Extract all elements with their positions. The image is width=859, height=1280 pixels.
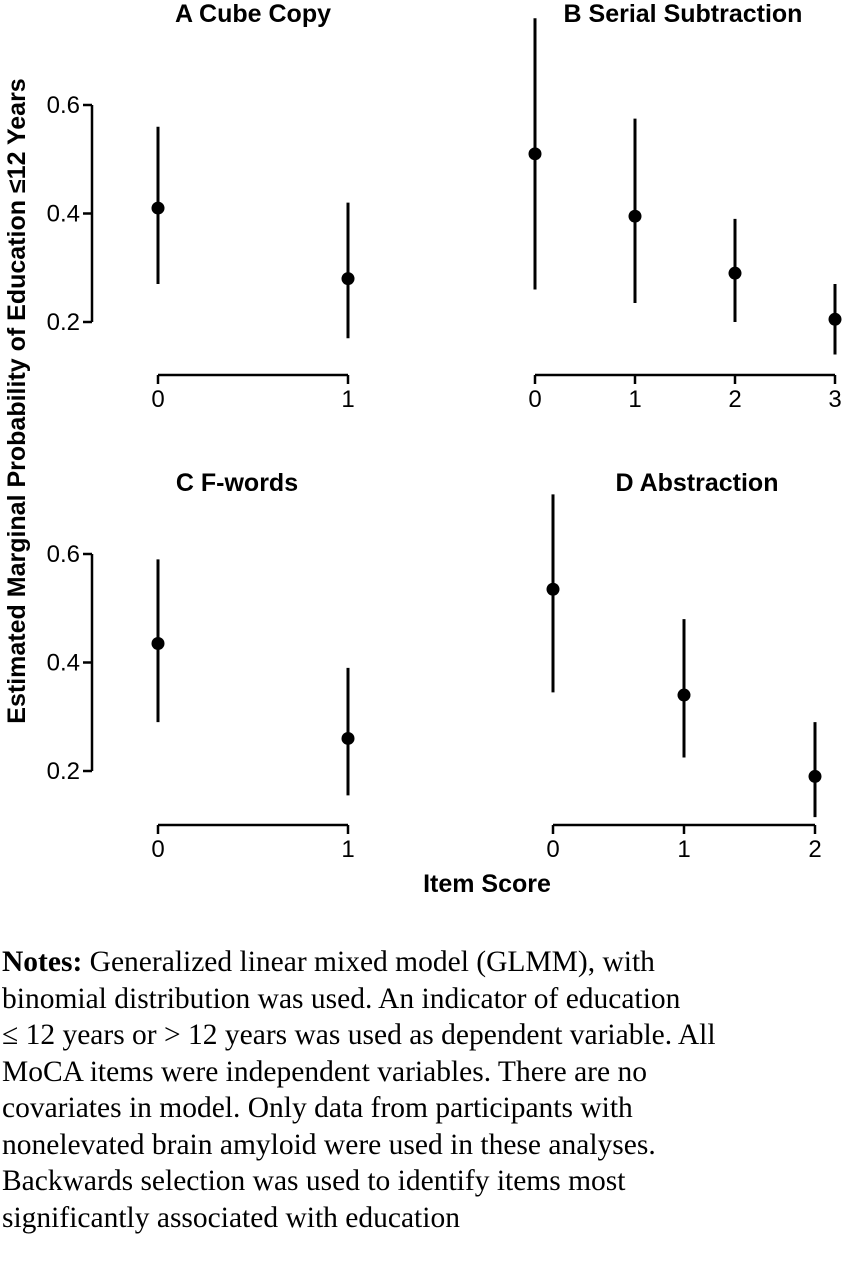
x-tick-label: 2 <box>728 386 741 413</box>
data-point <box>728 266 742 280</box>
data-point <box>151 637 165 651</box>
x-tick-label: 1 <box>341 836 354 863</box>
notes-line-2: binomial distribution was used. An indic… <box>2 982 681 1015</box>
x-tick-label: 0 <box>151 386 164 413</box>
data-point <box>628 209 642 223</box>
x-tick-label: 0 <box>546 836 559 863</box>
notes-line-8: significantly associated with education <box>2 1201 460 1234</box>
panel-b: B Serial Subtraction 0 1 2 3 <box>528 0 841 413</box>
notes-line-5: covariates in model. Only data from part… <box>2 1092 633 1124</box>
x-tick-label: 0 <box>151 836 164 863</box>
notes-line-3: ≤ 12 years or > 12 years was used as dep… <box>2 1019 716 1051</box>
x-tick-label: 3 <box>828 386 841 413</box>
x-tick-label: 0 <box>528 386 541 413</box>
y-axis-title: Estimated Marginal Probability of Educat… <box>3 78 31 723</box>
panel-d: D Abstraction 0 1 2 <box>546 469 821 863</box>
x-tick-label: 1 <box>341 386 354 413</box>
panels: A Cube Copy 0 1 0.2 0.4 0.6 B Serial Subtracti… <box>47 0 842 863</box>
data-point <box>151 201 165 215</box>
panel-title: B Serial Subtraction <box>564 0 803 28</box>
notes-line-4: MoCA items were independent variables. T… <box>2 1055 647 1088</box>
panel-title: C F-words <box>176 469 298 497</box>
x-tick-label: 1 <box>628 386 641 413</box>
y-tick-label: 0.6 <box>47 92 80 119</box>
y-tick-label: 0.2 <box>47 309 80 336</box>
x-tick-label: 1 <box>677 836 690 863</box>
x-tick-label: 2 <box>808 836 821 863</box>
data-point <box>546 582 560 596</box>
figure: A Cube Copy 0 1 0.2 0.4 0.6 B Serial Subtracti… <box>3 0 842 898</box>
data-point <box>828 312 842 326</box>
y-tick-label: 0.4 <box>47 201 80 228</box>
panel-title: A Cube Copy <box>175 0 331 28</box>
notes-line-1: Notes: Generalized linear mixed model (G… <box>2 944 858 981</box>
data-point <box>528 147 542 161</box>
figure-notes: Notes: Generalized linear mixed model (G… <box>2 944 858 1236</box>
x-axis-title: Item Score <box>423 870 551 898</box>
y-tick-label: 0.2 <box>47 758 80 785</box>
data-point <box>677 688 691 702</box>
panel-a: A Cube Copy 0 1 0.2 0.4 0.6 <box>47 0 355 413</box>
panel-title: D Abstraction <box>616 469 779 497</box>
notes-text-1: Generalized linear mixed model (GLMM), w… <box>82 946 655 978</box>
y-tick-label: 0.6 <box>47 541 80 568</box>
notes-line-6: nonelevated brain amyloid were used in t… <box>2 1128 656 1161</box>
data-point <box>341 731 355 745</box>
data-point <box>341 272 355 286</box>
y-tick-label: 0.4 <box>47 650 80 677</box>
notes-label: Notes: <box>2 946 83 978</box>
data-point <box>808 769 822 783</box>
panel-c: C F-words 0 1 0.2 0.4 0.6 <box>47 469 355 863</box>
notes-line-7: Backwards selection was used to identify… <box>2 1165 626 1197</box>
